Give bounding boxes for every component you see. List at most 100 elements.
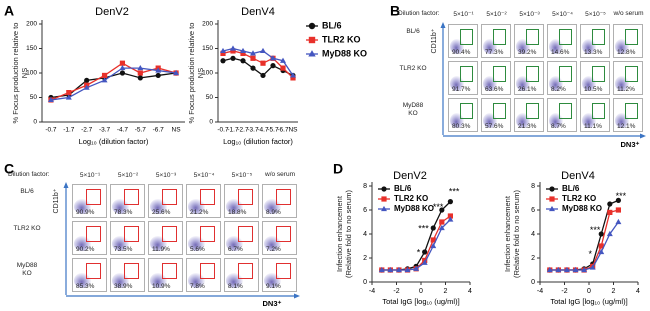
cell-population (74, 236, 91, 251)
marker (615, 218, 622, 225)
cell-population (150, 273, 167, 288)
marker (65, 94, 72, 100)
y-axis-label: Infection enhancement (Relative fold to … (335, 190, 353, 278)
row-label: TLR2 KO (13, 225, 41, 232)
gate (558, 65, 573, 83)
gate-percent: 10.9% (152, 283, 171, 290)
marker (240, 47, 246, 54)
gate-percent: 12.8% (617, 49, 636, 56)
column-header: 5×10⁻⁵ (585, 11, 606, 18)
gate (85, 262, 102, 280)
gate (459, 65, 474, 83)
marker (430, 242, 437, 249)
gate (237, 262, 254, 280)
marker (572, 266, 579, 273)
x-tick-label: -2.7 (81, 127, 93, 134)
y-tick-label: 200 (202, 21, 213, 28)
chart-title: DenV4 (241, 6, 275, 18)
marker (280, 57, 286, 63)
x-tick-label: -2 (393, 288, 399, 295)
marker (555, 266, 562, 273)
gate (558, 28, 573, 46)
panel-letter: C (4, 161, 14, 177)
flow-plot: 38.9% (110, 258, 145, 292)
y-tick-label: 0 (363, 279, 367, 286)
legend-marker (549, 196, 555, 202)
cell-population (264, 199, 281, 214)
marker (387, 266, 394, 273)
marker (563, 266, 570, 273)
marker (290, 72, 296, 78)
marker (220, 50, 226, 56)
column-header: 5×10⁻² (117, 172, 139, 179)
legend-marker (381, 205, 387, 212)
cell-population (188, 236, 205, 251)
flow-plot: 14.6% (547, 24, 577, 58)
series-line (50, 72, 177, 99)
dilution-label: Dilution factor: (398, 10, 440, 17)
x-axis-label: DN3⁺ (621, 140, 640, 149)
legend-marker (549, 205, 555, 212)
cell-population (112, 273, 129, 288)
legend-label: TLR2 KO (562, 194, 596, 203)
cell-population (74, 199, 91, 214)
y-tick-label: 150 (26, 45, 37, 52)
marker (230, 45, 236, 51)
y-tick-label: 100 (202, 70, 213, 77)
flow-plot: 85.3% (72, 258, 107, 292)
marker (250, 50, 256, 56)
x-tick-label: -1.7 (63, 127, 75, 134)
marker (260, 47, 266, 54)
flow-plot: 90.9% (72, 184, 107, 218)
flow-plot: 11.9% (148, 221, 183, 255)
legend-label: MyD88 KO (322, 48, 367, 58)
significance: * (588, 249, 592, 259)
marker (220, 58, 226, 64)
x-tick-label: NS (172, 127, 182, 134)
flow-plot: 80.3% (448, 98, 478, 132)
legend-label: BL/6 (562, 184, 580, 193)
gate (492, 28, 507, 46)
column-header: 5×10⁻¹ (453, 11, 474, 18)
gate-percent: 10.5% (584, 86, 603, 93)
marker (606, 230, 613, 237)
cell-population (188, 273, 205, 288)
flow-plot: 6.7% (224, 221, 259, 255)
x-tick-label: NS (288, 127, 298, 134)
marker (290, 75, 296, 81)
gate (199, 188, 216, 206)
legend-label: BL/6 (394, 184, 412, 193)
x-axis-label: Log₁₀ (dilution factor) (223, 137, 293, 146)
flow-plot: 9.1% (262, 258, 297, 292)
marker (413, 265, 420, 271)
x-tick-label: -6.7 (277, 127, 289, 134)
flow-plot: 11.2% (613, 61, 643, 95)
marker (280, 65, 286, 71)
y-tick-label: 100 (26, 70, 37, 77)
gate (558, 102, 573, 120)
y-axis-label: % Focus production relative to NS (11, 22, 29, 124)
x-axis-label: DN3⁺ (263, 299, 282, 308)
x-tick-label: 0 (419, 288, 423, 295)
x-tick-label: -4.7 (117, 127, 129, 134)
y-tick-label: 2 (363, 255, 367, 262)
row-label: BL/6 (20, 188, 34, 195)
flow-plot: 10.5% (580, 61, 610, 95)
gate-percent: 39.2% (518, 49, 537, 56)
marker (589, 264, 596, 270)
gate-percent: 8.7% (551, 123, 566, 130)
marker (155, 72, 161, 79)
marker (260, 60, 266, 66)
gate-percent: 85.3% (76, 283, 95, 290)
y-tick-label: 6 (363, 207, 367, 214)
gate-percent: 57.6% (485, 123, 504, 130)
gate-percent: 7.2% (266, 246, 281, 253)
flow-plot: 8.7% (547, 98, 577, 132)
significance: *** (616, 191, 627, 201)
panel-letter: D (333, 161, 343, 177)
y-tick-label: 4 (363, 231, 367, 238)
y-axis-label: % Focus production relative to NS (187, 22, 205, 124)
marker (447, 213, 453, 219)
legend-marker (381, 186, 387, 192)
